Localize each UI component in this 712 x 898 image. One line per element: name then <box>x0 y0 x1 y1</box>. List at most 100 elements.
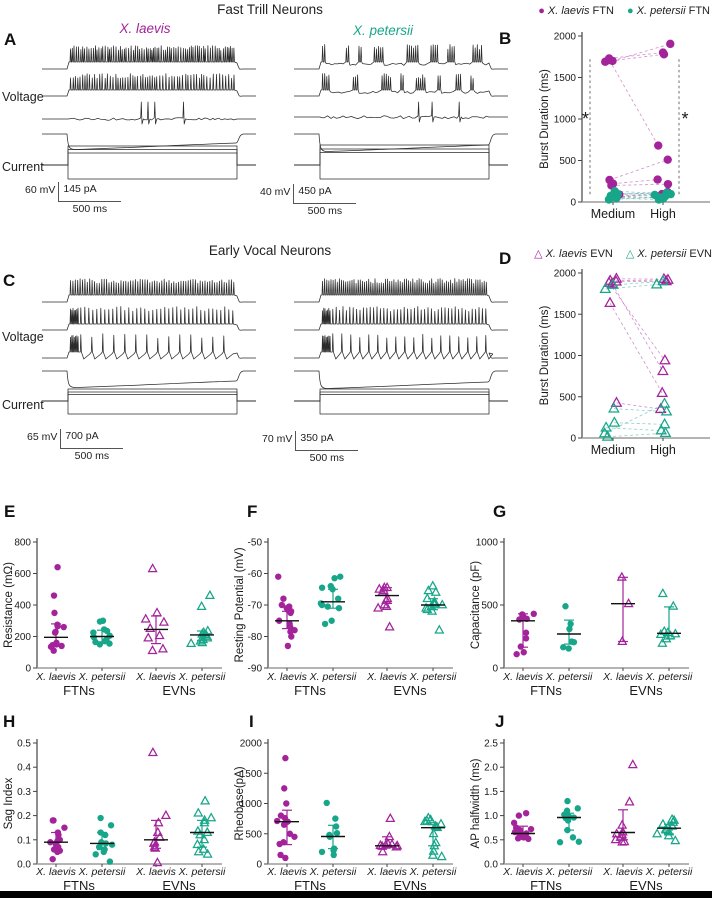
svg-text:600: 600 <box>14 569 31 580</box>
panel-j-label: J <box>495 712 505 731</box>
time-scale-label: 500 ms <box>74 450 110 463</box>
svg-text:EVNs: EVNs <box>162 878 196 893</box>
svg-text:Resistance (mΩ): Resistance (mΩ) <box>3 562 15 648</box>
svg-text:0.2: 0.2 <box>17 811 31 822</box>
legend-species: X. petersii <box>636 5 686 17</box>
svg-text:X. laevis: X. laevis <box>135 671 176 683</box>
svg-text:1.0: 1.0 <box>484 811 498 822</box>
panel-d-label: D <box>499 249 512 268</box>
svg-text:X. laevis: X. laevis <box>266 866 307 878</box>
panel-b-label: B <box>499 29 512 48</box>
svg-text:0.5: 0.5 <box>484 835 498 846</box>
svg-text:*: * <box>582 109 589 129</box>
svg-text:-60: -60 <box>248 569 263 580</box>
svg-text:X. laevis: X. laevis <box>502 866 543 878</box>
svg-text:Resting Potential (mV): Resting Potential (mV) <box>234 547 246 662</box>
svg-text:EVNs: EVNs <box>629 878 663 893</box>
current-label-evn: Current <box>2 398 44 412</box>
section-title-early-vocal: Early Vocal Neurons <box>208 243 332 258</box>
svg-text:Medium: Medium <box>591 443 635 457</box>
svg-text:0.3: 0.3 <box>17 787 31 798</box>
svg-text:X. laevis: X. laevis <box>366 671 407 683</box>
svg-text:X. petersii: X. petersii <box>545 866 593 878</box>
svg-text:0: 0 <box>256 860 262 871</box>
legend-species: X. laevis <box>545 248 588 260</box>
ap-halfwidth-chart: 0.0 0.5 1.0 1.5 2.0 2.5AP halfwidth (ms) X. la… <box>470 739 693 894</box>
svg-text:400: 400 <box>14 601 31 612</box>
legend-item: ● X. petersii FTN <box>627 5 710 17</box>
svg-text:1500: 1500 <box>240 769 263 780</box>
svg-text:X. petersii: X. petersii <box>78 866 126 878</box>
svg-text:-90: -90 <box>248 664 263 675</box>
legend-suffix: EVN <box>689 248 712 260</box>
svg-text:1500: 1500 <box>554 310 577 321</box>
svg-text:X. laevis: X. laevis <box>35 866 76 878</box>
svg-text:AP halfwidth (ms): AP halfwidth (ms) <box>470 758 482 848</box>
panel-h-label: H <box>3 712 16 731</box>
time-scalebar-line <box>293 203 357 205</box>
svg-text:FTNs: FTNs <box>530 683 562 698</box>
svg-text:Medium: Medium <box>591 207 635 221</box>
svg-text:0.1: 0.1 <box>17 835 31 846</box>
svg-text:EVNs: EVNs <box>162 683 196 698</box>
burst-duration-chart-ftn: 0 500 1000 1500 2000 Burst Duration (ms) Mediu… <box>539 32 710 221</box>
legend-species: X. petersii <box>637 248 687 260</box>
current-scale-label: 350 pA <box>295 431 358 450</box>
voltage-label-evn: Voltage <box>2 330 44 344</box>
svg-text:X. petersii: X. petersii <box>178 866 226 878</box>
legend-suffix: FTN <box>592 5 614 17</box>
svg-text:X. petersii: X. petersii <box>409 671 457 683</box>
svg-text:X. laevis: X. laevis <box>602 866 643 878</box>
svg-text:500: 500 <box>245 829 262 840</box>
svg-text:X. laevis: X. laevis <box>35 671 76 683</box>
svg-text:X. laevis: X. laevis <box>502 671 543 683</box>
svg-text:FTNs: FTNs <box>63 878 95 893</box>
svg-text:2.0: 2.0 <box>484 763 498 774</box>
svg-text:500: 500 <box>481 601 498 612</box>
svg-text:FTNs: FTNs <box>294 683 326 698</box>
current-scale-label: 450 pA <box>293 184 356 203</box>
current-scale-label: 145 pA <box>58 182 121 201</box>
svg-text:1500: 1500 <box>554 73 577 84</box>
legend-ftn: ● X. laevis FTN ● X. petersii FTN <box>528 5 710 17</box>
scalebar-laevis-ftn: 60 mV 145 pA 500 ms <box>25 182 122 216</box>
svg-text:0.0: 0.0 <box>17 860 31 871</box>
svg-text:800: 800 <box>14 538 31 549</box>
svg-text:0.5: 0.5 <box>17 739 31 750</box>
time-scalebar-line <box>60 448 124 450</box>
svg-text:X. petersii: X. petersii <box>545 671 593 683</box>
svg-text:X. petersii: X. petersii <box>645 671 693 683</box>
svg-text:-50: -50 <box>248 538 263 549</box>
svg-text:1000: 1000 <box>240 799 263 810</box>
svg-text:High: High <box>650 207 676 221</box>
time-scale-label: 500 ms <box>72 203 108 216</box>
svg-text:-70: -70 <box>248 601 263 612</box>
scalebar-petersii-evn: 70 mV 350 pA 500 ms <box>262 431 359 465</box>
traces-petersii-evn <box>294 278 508 415</box>
svg-text:X. petersii: X. petersii <box>78 671 126 683</box>
svg-text:X. petersii: X. petersii <box>178 671 226 683</box>
time-scalebar-line <box>295 450 359 452</box>
current-scale-label: 700 pA <box>60 429 123 448</box>
svg-text:500: 500 <box>559 156 576 167</box>
legend-marker-circle-icon: ● <box>538 5 545 17</box>
svg-text:1000: 1000 <box>554 115 577 126</box>
time-scale-label: 500 ms <box>309 452 345 465</box>
svg-text:Burst Duration (ms): Burst Duration (ms) <box>539 305 551 405</box>
svg-text:1.5: 1.5 <box>484 787 498 798</box>
section-title-fast-trill: Fast Trill Neurons <box>217 2 323 17</box>
svg-text:FTNs: FTNs <box>294 878 326 893</box>
svg-text:2000: 2000 <box>240 739 263 750</box>
svg-text:X. petersii: X. petersii <box>409 866 457 878</box>
svg-text:EVNs: EVNs <box>393 878 427 893</box>
svg-text:X. petersii: X. petersii <box>645 866 693 878</box>
svg-text:EVNs: EVNs <box>629 683 663 698</box>
voltage-scale-label: 65 mV <box>27 431 58 443</box>
svg-text:200: 200 <box>14 632 31 643</box>
svg-text:0: 0 <box>570 434 576 445</box>
svg-text:X. petersii: X. petersii <box>309 866 357 878</box>
